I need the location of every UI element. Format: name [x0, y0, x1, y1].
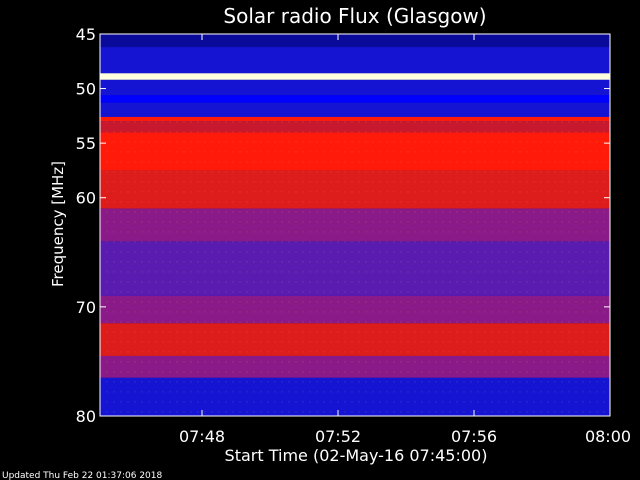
frequency-band-6 [100, 116, 610, 122]
plot-frame [99, 33, 611, 417]
frequency-band-4 [100, 95, 610, 103]
y-tick-label: 45 [76, 25, 96, 44]
frequency-band-8 [100, 132, 610, 171]
y-axis-label: Frequency [MHz] [49, 161, 67, 287]
frequency-band-2 [100, 73, 610, 80]
frequency-band-11 [100, 241, 610, 296]
frequency-band-5 [100, 102, 610, 117]
frequency-band-13 [100, 323, 610, 356]
y-tick-label: 50 [76, 80, 96, 99]
frequency-band-14 [100, 355, 610, 378]
frequency-band-9 [100, 170, 610, 209]
frequency-band-0 [100, 34, 610, 48]
y-tick-label: 80 [76, 407, 96, 426]
y-tick-label: 60 [76, 189, 96, 208]
x-axis-label: Start Time (02-May-16 07:45:00) [225, 446, 488, 465]
x-tick-label: 07:56 [451, 427, 497, 446]
frequency-band-3 [100, 79, 610, 96]
frequency-band-1 [100, 47, 610, 74]
x-tick-label: 07:48 [179, 427, 225, 446]
x-axis-ticks: 07:48 07:52 07:56 08:00 [179, 34, 631, 446]
x-tick-label: 07:52 [315, 427, 361, 446]
y-axis-ticks: 45 50 55 60 70 80 [76, 25, 610, 426]
frequency-band-12 [100, 295, 610, 324]
updated-timestamp: Updated Thu Feb 22 01:37:06 2018 [2, 471, 163, 480]
frequency-band-15 [100, 377, 610, 416]
frequency-band-10 [100, 208, 610, 242]
y-tick-label: 70 [76, 298, 96, 317]
x-tick-label: 08:00 [585, 427, 631, 446]
plot-area [99, 33, 611, 417]
chart-title: Solar radio Flux (Glasgow) [223, 4, 486, 28]
y-tick-label: 55 [76, 134, 96, 153]
frequency-band-7 [100, 121, 610, 133]
